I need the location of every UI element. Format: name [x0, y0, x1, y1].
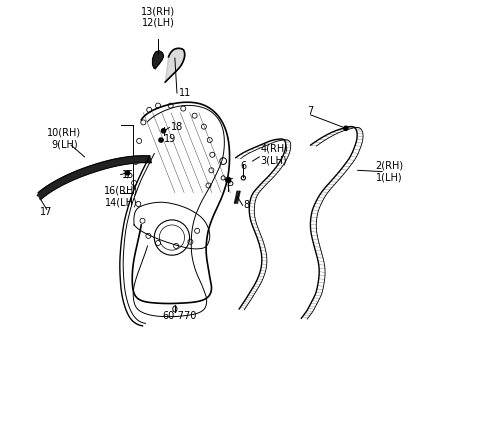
Polygon shape: [38, 156, 151, 200]
Circle shape: [344, 126, 348, 130]
Circle shape: [161, 129, 166, 133]
Text: 13(RH): 13(RH): [141, 6, 175, 16]
Circle shape: [159, 138, 163, 142]
Circle shape: [226, 178, 231, 182]
Text: 12(LH): 12(LH): [142, 18, 175, 28]
Text: 1(LH): 1(LH): [376, 172, 403, 182]
Text: 5: 5: [228, 178, 234, 188]
Text: 3(LH): 3(LH): [260, 155, 287, 165]
Text: 7: 7: [308, 107, 314, 116]
Polygon shape: [165, 48, 185, 82]
Text: 11: 11: [179, 88, 192, 98]
Text: 60-770: 60-770: [162, 311, 196, 321]
Text: 16(RH): 16(RH): [105, 186, 139, 195]
Text: 9(LH): 9(LH): [51, 140, 78, 150]
Text: 4(RH): 4(RH): [260, 143, 288, 154]
Text: 14(LH): 14(LH): [105, 197, 138, 207]
Text: 8: 8: [243, 200, 250, 210]
Text: 10(RH): 10(RH): [48, 128, 82, 138]
Circle shape: [125, 171, 130, 175]
Polygon shape: [235, 191, 240, 203]
Text: 2(RH): 2(RH): [375, 160, 403, 170]
Text: 15: 15: [121, 170, 134, 179]
Text: 6: 6: [240, 161, 246, 171]
Text: 18: 18: [171, 122, 183, 132]
Text: 17: 17: [40, 207, 52, 217]
Text: 19: 19: [164, 134, 176, 144]
Polygon shape: [153, 51, 164, 69]
